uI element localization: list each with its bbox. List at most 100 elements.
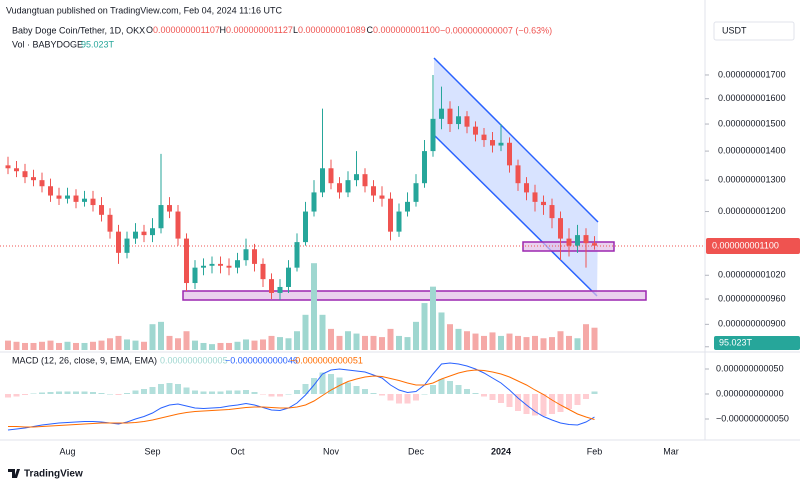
volume-bar <box>260 339 266 350</box>
volume-bar <box>141 341 147 350</box>
volume-bar <box>39 341 45 350</box>
volume-bar <box>455 328 462 350</box>
volume-bar <box>379 337 385 350</box>
macd-line <box>8 369 595 428</box>
ohlc-value: 0.000000001089 <box>298 25 366 35</box>
volume-bar <box>5 340 11 350</box>
zone-lower <box>182 290 647 301</box>
volume-bar <box>22 342 28 350</box>
candle-body <box>175 211 181 239</box>
volume-bar <box>64 341 71 350</box>
candle-body <box>371 186 376 196</box>
macd-histogram-bar <box>523 394 530 414</box>
macd-histogram-bar <box>285 394 292 395</box>
volume-bar <box>217 342 224 350</box>
volume-bar <box>319 314 326 350</box>
candle-body <box>31 177 36 181</box>
macd-histogram-bar <box>464 389 470 394</box>
y-tick-label: 0.000000001700 <box>718 69 786 79</box>
macd-y-tick-label: 0.000000000050 <box>716 363 784 373</box>
macd-histogram-bar <box>328 374 334 394</box>
macd-histogram-bar <box>30 393 37 394</box>
candle-body <box>150 228 155 236</box>
macd-histogram-bar <box>574 394 581 405</box>
ohlc-item: C0.000000001100 <box>367 25 440 35</box>
macd-histogram-bar <box>209 391 215 394</box>
volume-bar <box>115 335 122 350</box>
last-price-box <box>706 238 800 254</box>
candle-body <box>243 249 249 261</box>
volume-bar <box>268 335 275 350</box>
macd-histogram-bar <box>515 394 521 411</box>
last-price-label: 0.000000001100 <box>712 240 779 250</box>
candle-body <box>141 231 147 236</box>
macd-histogram-bar <box>73 391 79 394</box>
macd-histogram-bar <box>141 389 147 394</box>
candle-body <box>532 192 538 202</box>
macd-histogram-bar <box>362 389 368 394</box>
macd-histogram-bar <box>90 392 96 394</box>
volume-bar <box>285 338 292 350</box>
candle-body <box>456 116 461 125</box>
x-tick-label: Nov <box>323 446 340 456</box>
macd-histogram-bar <box>56 391 62 394</box>
macd-histogram-bar <box>260 394 266 395</box>
macd-header-value: −0.000000000051 <box>290 355 363 365</box>
macd-histogram-bar <box>583 394 589 399</box>
candle-body <box>498 142 504 146</box>
macd-histogram-bar <box>81 391 88 394</box>
volume-bar <box>481 335 487 350</box>
macd-y-tick-label: −0.000000000050 <box>716 413 789 423</box>
candle-body <box>354 174 359 181</box>
candle-body <box>82 198 87 202</box>
volume-bar <box>506 333 513 350</box>
candle-body <box>583 235 589 244</box>
ohlc-key: O <box>146 25 153 35</box>
candle-body <box>362 174 368 187</box>
macd-histogram-bar <box>319 372 326 394</box>
currency: USDT <box>722 25 747 35</box>
volume-bar <box>515 335 521 350</box>
volume-bar <box>566 335 572 350</box>
candle-body <box>541 201 546 206</box>
y-tick-label: 0.000000001600 <box>718 93 786 103</box>
volume-bar <box>277 337 283 350</box>
candle-body <box>379 195 385 199</box>
macd-header-value: 0.000000000005 <box>160 355 228 365</box>
candle-body <box>133 231 138 239</box>
candle-body <box>592 243 597 246</box>
symbol-title: Baby Doge Coin/Tether, 1D, OKX <box>12 25 145 35</box>
candle-body <box>473 126 478 135</box>
volume-bar <box>149 324 156 350</box>
ohlc-key: L <box>293 25 298 35</box>
volume-bar <box>498 335 504 350</box>
ohlc-key: C <box>367 25 374 35</box>
candle-body <box>549 205 555 219</box>
candle-body <box>73 195 79 202</box>
volume-bar <box>73 342 79 350</box>
candle-body <box>286 267 291 287</box>
volume-bar <box>158 321 164 350</box>
macd-histogram-bar <box>591 391 598 394</box>
y-tick-label: 0.000000000960 <box>718 293 786 303</box>
macd-histogram-bar <box>107 394 113 395</box>
macd-histogram-bar <box>22 394 28 395</box>
ohlc-key: H <box>220 25 227 35</box>
volume-bar <box>387 328 394 350</box>
volume-bar <box>294 331 300 350</box>
volume-bar <box>345 331 351 350</box>
macd-histogram-bar <box>47 392 54 394</box>
volume-bar <box>30 342 37 350</box>
candle-body <box>515 165 521 184</box>
macd-histogram-bar <box>566 394 572 409</box>
candle-body <box>294 242 300 268</box>
macd-histogram-bar <box>115 394 122 395</box>
volume-label: 95.023T <box>719 337 753 347</box>
macd-histogram-bar <box>243 390 249 394</box>
candle-body <box>464 116 470 127</box>
volume-bar <box>47 340 54 350</box>
macd-histogram-bar <box>447 381 453 394</box>
volume-bar <box>226 342 232 350</box>
candle-body <box>303 211 308 243</box>
